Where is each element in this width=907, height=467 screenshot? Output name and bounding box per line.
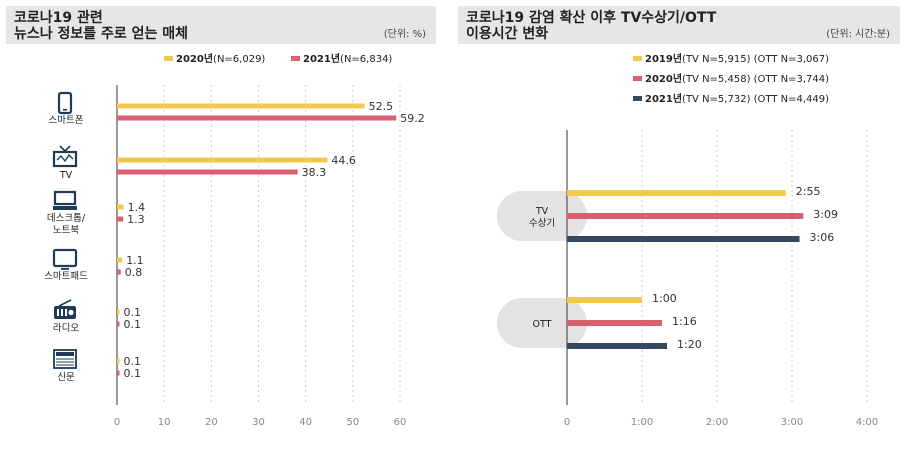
bar-2020년	[117, 257, 123, 263]
category-label: 신문	[57, 372, 75, 383]
category-label: TV	[535, 206, 549, 217]
x-tick-label: 2:00	[706, 417, 728, 428]
bar-2021년	[567, 236, 800, 242]
data-label: 0.1	[124, 306, 142, 319]
category-label: 데스크톱/	[47, 213, 86, 224]
data-label: 1.3	[127, 213, 145, 226]
x-tick-label: 20	[205, 417, 218, 428]
legend-swatch	[633, 76, 642, 81]
data-label: 52.5	[369, 100, 394, 113]
smartphone-icon	[57, 91, 73, 115]
usage-chart-title-line-2: 이용시간 변화	[466, 26, 549, 42]
bar-2020년	[117, 204, 124, 210]
category-label: TV	[59, 170, 73, 181]
x-tick-label: 0	[564, 417, 570, 428]
media-chart-unit: (단위: %)	[383, 29, 426, 40]
legend-label: 2020년(N=6,029)	[176, 52, 265, 65]
bar-2020년	[117, 103, 365, 109]
x-tick-label: 10	[158, 417, 171, 428]
desktop-icon	[53, 190, 77, 210]
bar-2020년	[117, 358, 120, 364]
data-label: 0.8	[125, 266, 143, 279]
legend-label: 2021년(TV N=5,732) (OTT N=4,449)	[645, 92, 829, 105]
data-label: 3:06	[810, 231, 835, 244]
bar-2021년	[117, 216, 124, 222]
media-chart-svg: 2020년(N=6,029) 2021년(N=6,834) 0 10 20 30 40 50 6…	[44, 52, 425, 428]
usage-chart-title-line-1: 코로나19 감염 확산 이후 TV수상기/OTT	[466, 10, 717, 26]
bar-2019년	[567, 190, 786, 196]
tablet-icon	[52, 248, 78, 270]
data-label: 1:20	[677, 338, 702, 351]
data-label: 1:00	[652, 292, 677, 305]
data-label: 1.4	[128, 201, 146, 214]
category-label: 라디오	[53, 323, 79, 334]
bar-2021년	[117, 115, 397, 121]
x-tick-label: 40	[299, 417, 312, 428]
x-tick-label: 50	[346, 417, 359, 428]
legend-swatch	[633, 56, 642, 61]
bar-2021년	[117, 321, 120, 327]
category-label: 스마트폰	[49, 115, 84, 126]
data-label: 59.2	[400, 112, 425, 125]
x-tick-label: 30	[252, 417, 265, 428]
bar-2021년	[117, 370, 120, 376]
data-label: 1.1	[126, 254, 143, 267]
legend-label: 2019년(TV N=5,915) (OTT N=3,067)	[645, 52, 829, 65]
x-tick-label: 0	[114, 417, 120, 428]
data-label: 3:09	[813, 208, 838, 221]
x-tick-label: 1:00	[631, 417, 653, 428]
usage-chart-panel: 코로나19 감염 확산 이후 TV수상기/OTT 이용시간 변화 (단위: 시간…	[452, 0, 907, 467]
media-chart-panel: 코로나19 관련 뉴스나 정보를 주로 얻는 매체 (단위: %) 2020년(…	[0, 0, 440, 467]
bar-2020년	[117, 309, 120, 315]
media-chart-title-box: 코로나19 관련 뉴스나 정보를 주로 얻는 매체 (단위: %)	[6, 6, 436, 44]
x-tick-label: 4:00	[856, 417, 878, 428]
x-tick-label: 3:00	[781, 417, 803, 428]
legend-item-2020년: 2020년(N=6,029)	[164, 52, 265, 65]
data-label: 0.1	[124, 355, 142, 368]
usage-chart-title-box: 코로나19 감염 확산 이후 TV수상기/OTT 이용시간 변화 (단위: 시간…	[458, 6, 900, 44]
category-label: OTT	[533, 319, 552, 330]
data-label: 0.1	[124, 367, 142, 380]
bar-2020년	[117, 157, 328, 163]
media-chart-title-line-1: 코로나19 관련	[14, 10, 103, 26]
legend-swatch	[633, 96, 642, 101]
bar-2021년	[117, 269, 121, 275]
bar-2020년	[567, 320, 662, 326]
data-label: 44.6	[331, 154, 356, 167]
bar-2021년	[117, 169, 298, 175]
category-label: 수상기	[529, 218, 555, 229]
bar-2020년	[567, 213, 804, 219]
legend-item-2019년: 2019년(TV N=5,915) (OTT N=3,067)	[633, 52, 829, 65]
legend-item-2021년: 2021년(N=6,834)	[291, 52, 392, 65]
media-chart-title-line-2: 뉴스나 정보를 주로 얻는 매체	[14, 26, 189, 42]
data-label: 1:16	[672, 315, 697, 328]
legend-label: 2021년(N=6,834)	[303, 52, 392, 65]
category-pill	[497, 298, 587, 348]
data-label: 2:55	[796, 185, 821, 198]
usage-chart-unit: (단위: 시간:분)	[826, 29, 890, 40]
category-label: 노트북	[53, 225, 79, 236]
legend-item-2021년: 2021년(TV N=5,732) (OTT N=4,449)	[633, 92, 829, 105]
data-label: 0.1	[124, 318, 142, 331]
newspaper-icon	[53, 349, 77, 369]
legend-item-2020년: 2020년(TV N=5,458) (OTT N=3,744)	[633, 72, 829, 85]
legend-swatch	[291, 56, 300, 61]
data-label: 38.3	[302, 166, 327, 179]
legend-label: 2020년(TV N=5,458) (OTT N=3,744)	[645, 72, 829, 85]
usage-chart-svg: 2019년(TV N=5,915) (OTT N=3,067) 2020년(TV …	[497, 52, 878, 428]
legend-swatch	[164, 56, 173, 61]
tv-icon	[52, 145, 78, 168]
radio-icon	[54, 299, 76, 319]
x-tick-label: 60	[394, 417, 407, 428]
bar-2021년	[567, 343, 667, 349]
bar-2019년	[567, 297, 642, 303]
category-pill	[497, 191, 587, 241]
category-label: 스마트패드	[44, 271, 88, 282]
